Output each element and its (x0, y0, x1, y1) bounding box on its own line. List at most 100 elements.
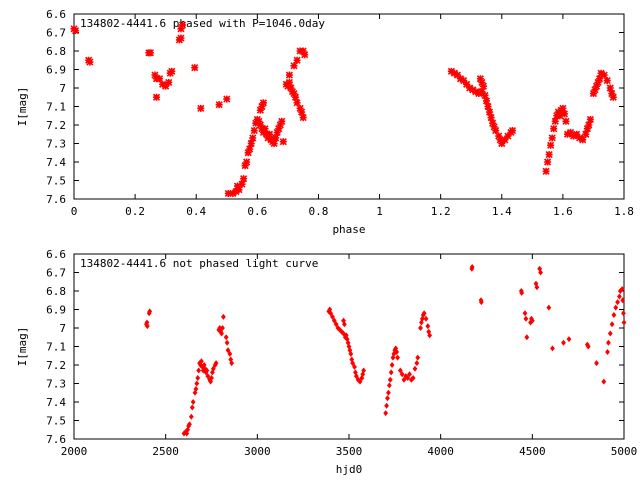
data-point (285, 71, 293, 79)
chart-title: 134802-4441.6 not phased light curve (80, 257, 318, 270)
data-point (388, 369, 394, 376)
data-point (250, 126, 258, 135)
data-point (256, 106, 264, 114)
data-point (299, 47, 307, 55)
y-tick-label: 7.4 (46, 156, 66, 169)
data-point (299, 114, 307, 122)
data-point (232, 188, 240, 196)
chart-title: 134802-4441.6 phased with P=1046.0day (80, 17, 325, 30)
data-point (550, 345, 555, 352)
data-point (615, 299, 620, 306)
data-point (291, 93, 300, 101)
data-point (542, 167, 550, 175)
data-point (609, 321, 615, 328)
y-tick-label: 6.9 (46, 304, 66, 317)
data-point (335, 325, 341, 331)
data-point (246, 145, 254, 153)
x-tick-label: 1.8 (614, 205, 634, 218)
data-point (418, 325, 423, 331)
data-point (478, 299, 484, 306)
y-tick-label: 7.2 (46, 119, 66, 132)
data-point (472, 88, 480, 96)
data-point (249, 134, 257, 142)
data-point (496, 136, 504, 144)
data-point (501, 136, 509, 144)
data-point (529, 317, 535, 324)
y-tick-label: 7.4 (46, 396, 66, 409)
y-tick-label: 6.6 (46, 8, 66, 21)
data-point (178, 21, 187, 29)
data-point (393, 345, 399, 352)
data-point (534, 284, 540, 291)
data-point (546, 304, 552, 311)
data-point (407, 371, 412, 378)
data-point (155, 75, 164, 83)
data-point (259, 99, 268, 107)
data-point (189, 404, 195, 411)
data-point (348, 350, 354, 357)
y-tick-label: 6.8 (46, 285, 66, 298)
data-point (447, 67, 455, 75)
data-point (238, 180, 246, 188)
data-point (585, 121, 593, 129)
data-point (293, 99, 301, 107)
data-point (611, 312, 617, 319)
y-tick-label: 6.9 (46, 64, 66, 77)
data-point (490, 123, 498, 131)
x-tick-label: 1 (376, 205, 383, 218)
data-point (224, 339, 230, 346)
x-tick-label: 0.2 (125, 205, 145, 218)
data-point (205, 373, 211, 380)
data-point (594, 78, 602, 87)
y-axis-label: I[mag] (16, 327, 29, 367)
data-point (219, 330, 224, 337)
data-point (210, 365, 216, 372)
data-point (547, 141, 555, 149)
data-point (551, 117, 559, 125)
data-point (209, 374, 214, 381)
data-point (621, 319, 627, 326)
data-point (399, 371, 405, 378)
data-point (606, 84, 614, 92)
data-point (177, 34, 185, 42)
data-point (342, 321, 347, 328)
plot-frame (73, 13, 625, 200)
data-point (453, 71, 462, 79)
data-point (361, 367, 367, 374)
data-point (284, 82, 292, 90)
data-point (252, 119, 260, 127)
data-point (188, 413, 194, 420)
data-point (204, 367, 210, 374)
data-point (592, 82, 601, 90)
data-point (327, 306, 333, 313)
data-point (566, 336, 572, 343)
data-point (193, 386, 199, 393)
data-point (487, 114, 495, 122)
data-point (609, 93, 617, 101)
data-point (498, 139, 506, 148)
data-point (147, 308, 153, 315)
data-point (352, 363, 357, 370)
x-tick-label: 4000 (427, 445, 454, 458)
data-point (341, 330, 346, 337)
data-point (235, 186, 243, 194)
data-point (191, 64, 199, 72)
data-point (504, 132, 512, 140)
data-point (481, 91, 489, 99)
x-tick-label: 5000 (611, 445, 638, 458)
data-point (349, 356, 355, 363)
data-point (296, 104, 304, 112)
data-point (456, 75, 465, 83)
data-point (208, 378, 213, 385)
data-point (460, 77, 468, 85)
data-point (290, 62, 298, 70)
data-point (199, 363, 205, 370)
data-point (223, 334, 229, 341)
data-point (621, 310, 626, 317)
data-point (489, 119, 497, 127)
y-tick-label: 7.3 (46, 378, 66, 391)
data-point (579, 136, 587, 144)
data-point (620, 297, 626, 304)
y-tick-label: 7.6 (46, 193, 66, 206)
